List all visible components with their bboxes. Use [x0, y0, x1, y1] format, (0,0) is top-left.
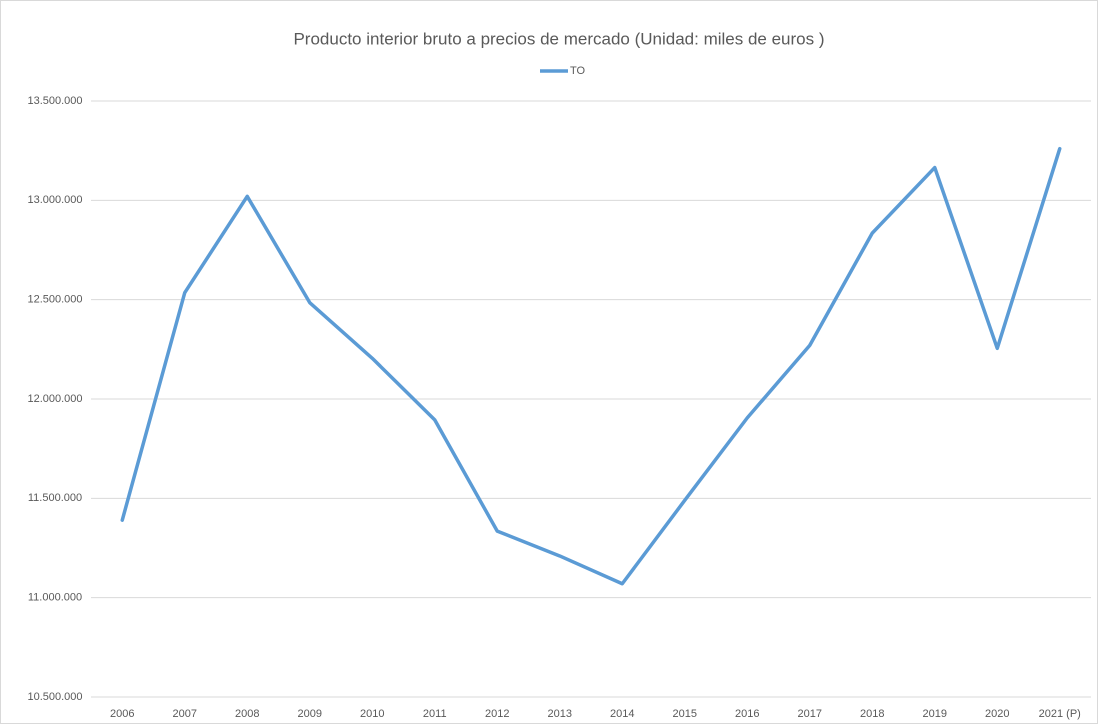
- x-tick-label: 2012: [485, 708, 509, 720]
- x-tick-label: 2016: [735, 708, 759, 720]
- x-tick-label: 2019: [923, 708, 947, 720]
- x-tick-label: 2018: [860, 708, 884, 720]
- x-tick-label: 2021 (P): [1039, 708, 1081, 720]
- y-tick-label: 12.500.000: [27, 294, 82, 306]
- x-tick-label: 2009: [298, 708, 322, 720]
- x-tick-label: 2014: [610, 708, 634, 720]
- y-tick-label: 13.000.000: [27, 194, 82, 206]
- x-tick-label: 2015: [673, 708, 697, 720]
- chart-title: Producto interior bruto a precios de mer…: [293, 29, 824, 48]
- data-line: [120, 146, 1062, 586]
- x-tick-label: 2013: [548, 708, 572, 720]
- y-tick-label: 11.000.000: [28, 592, 82, 604]
- x-tick-label: 2010: [360, 708, 384, 720]
- x-tick-label: 2017: [798, 708, 822, 720]
- x-tick-label: 2008: [235, 708, 259, 720]
- y-tick-label: 13.500.000: [27, 95, 82, 107]
- legend-label: TO: [570, 65, 586, 77]
- x-tick-label: 2020: [985, 708, 1009, 720]
- x-tick-label: 2007: [173, 708, 197, 720]
- y-tick-label: 10.500.000: [27, 691, 82, 703]
- x-tick-label: 2011: [423, 708, 447, 720]
- y-tick-label: 12.000.000: [27, 393, 82, 405]
- x-tick-label: 2006: [110, 708, 134, 720]
- y-tick-label: 11.500.000: [28, 492, 82, 504]
